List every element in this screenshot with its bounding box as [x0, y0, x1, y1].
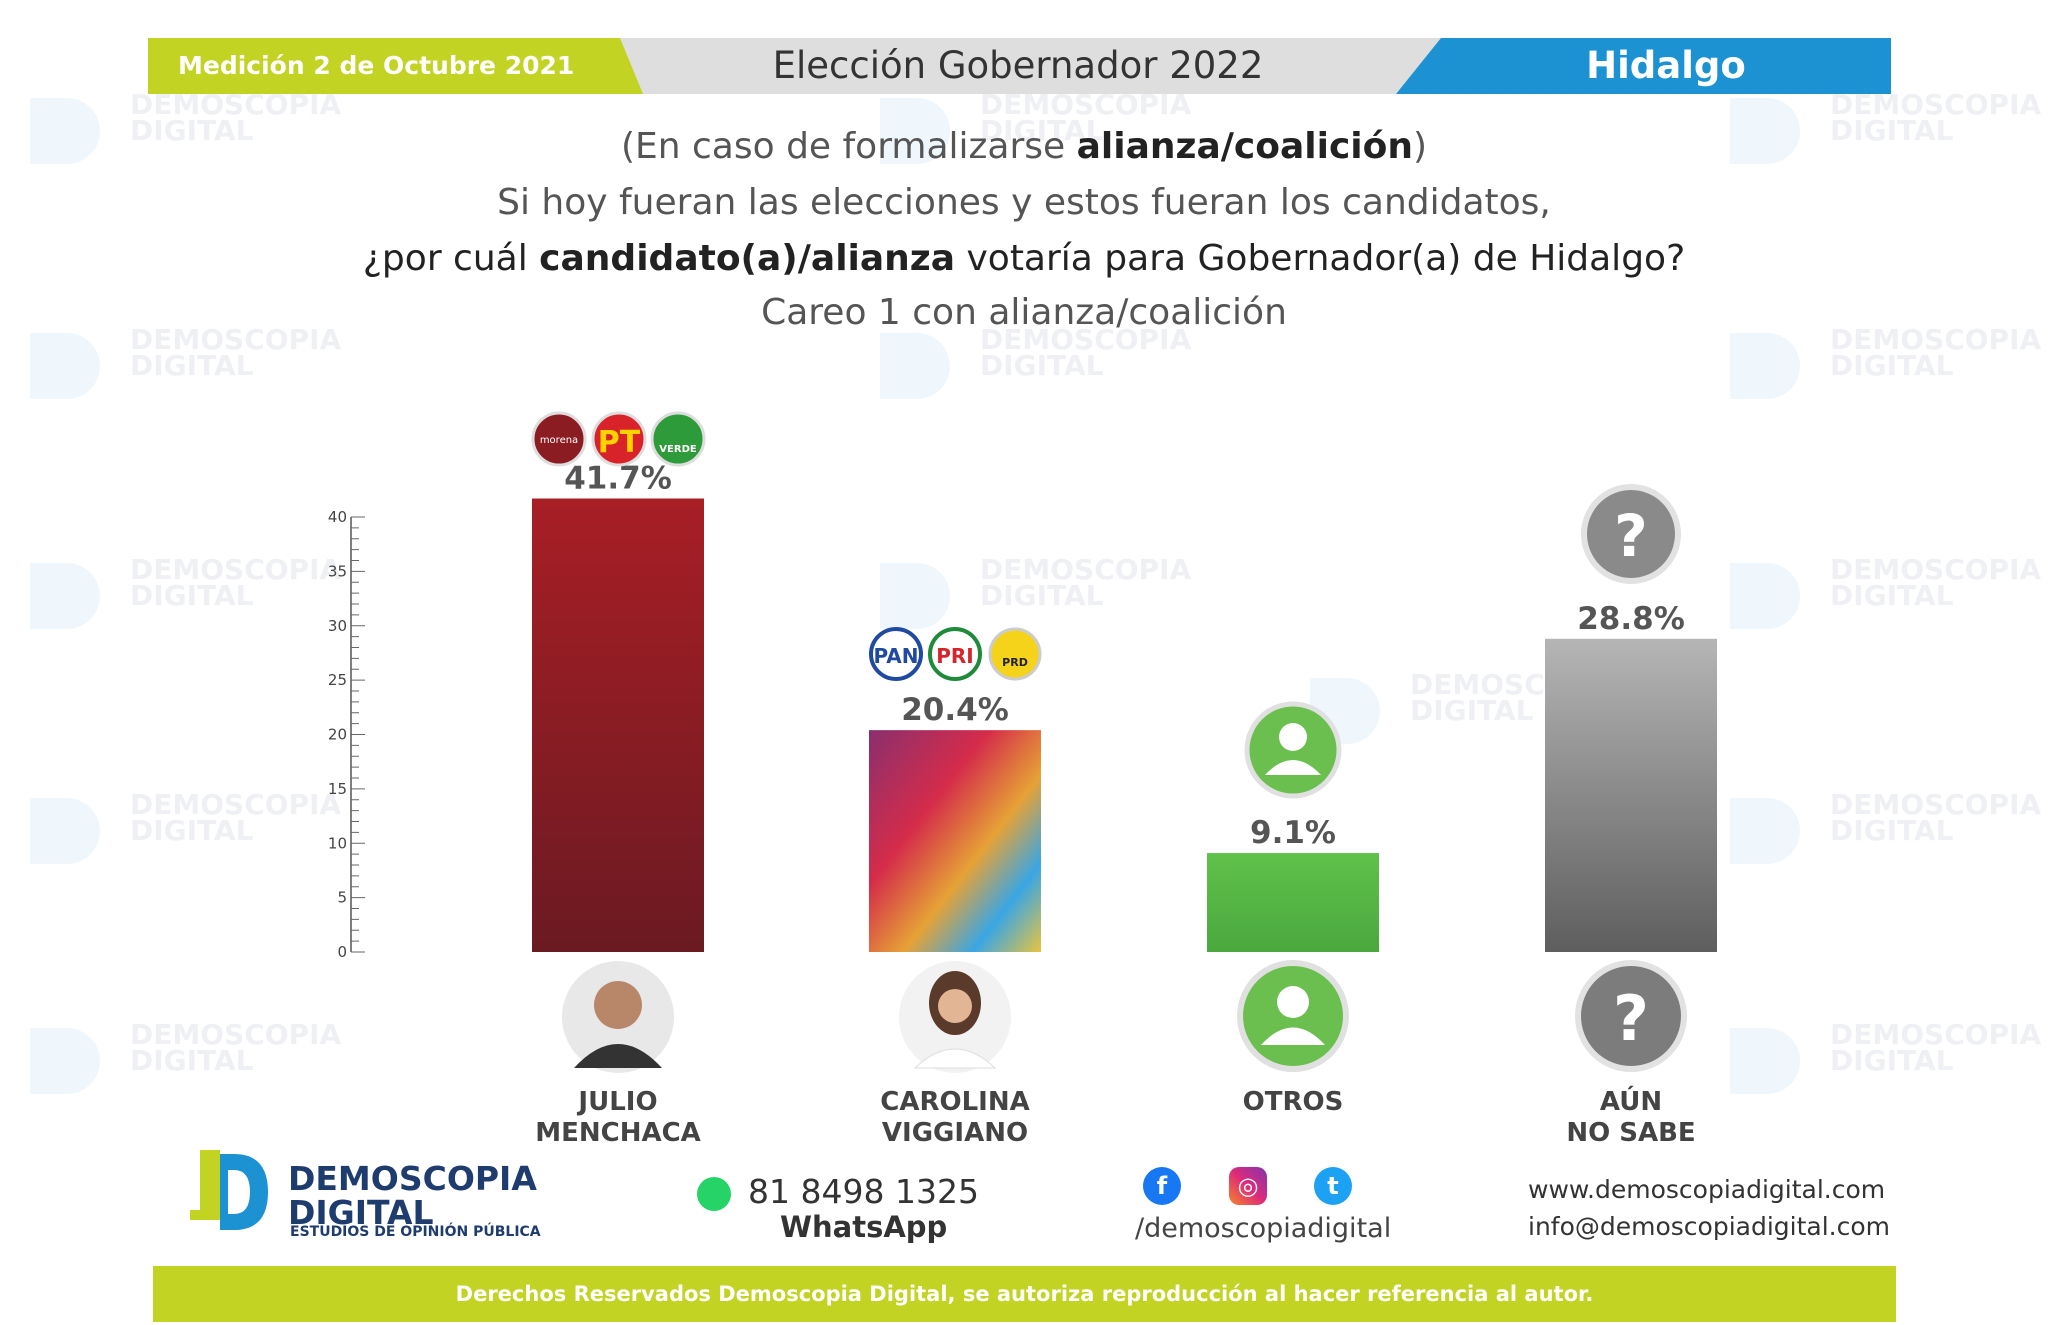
data-label-3: 28.8% — [1577, 601, 1685, 637]
question-line-2: Si hoy fueran las elecciones y estos fue… — [497, 182, 1551, 223]
y-tick-label: 35 — [328, 562, 347, 580]
website-link[interactable]: www.demoscopiadigital.com — [1528, 1175, 1886, 1204]
svg-text:?: ? — [1613, 982, 1649, 1055]
y-tick-label: 25 — [328, 671, 347, 689]
social-handle[interactable]: /demoscopiadigital — [1135, 1213, 1392, 1244]
svg-text:?: ? — [1614, 502, 1648, 570]
question-line-3: ¿por cuál candidato(a)/alianza votaría p… — [362, 238, 1686, 279]
header-date-band — [148, 38, 643, 94]
header-banner: Medición 2 de Octubre 2021 Elección Gobe… — [148, 38, 1891, 94]
morena-logo-icon — [531, 411, 587, 467]
page-title: Elección Gobernador 2022 — [772, 44, 1264, 87]
y-tick-label: 15 — [328, 780, 347, 798]
brand-logo-icon — [190, 1150, 268, 1230]
bar-3 — [1545, 638, 1717, 952]
region-label: Hidalgo — [1586, 44, 1746, 87]
category-name-otros: OTROS — [1242, 1087, 1344, 1117]
pan-logo-icon — [869, 627, 923, 681]
prd-logo-text: PRD — [1002, 656, 1028, 669]
prd-logo-icon — [988, 627, 1042, 681]
candidate-photo-viggiano — [899, 961, 1011, 1073]
question-mark-icon-top: ? — [1581, 484, 1681, 584]
y-tick-label: 5 — [337, 889, 347, 907]
facebook-icon[interactable]: f — [1143, 1167, 1181, 1205]
morena-logo-text: morena — [540, 435, 578, 446]
data-label-0: 41.7% — [564, 461, 672, 497]
verde-logo-icon — [650, 411, 706, 467]
watermark-logo: DEMOSCOPIA DIGITAL — [20, 790, 360, 870]
bar-0 — [532, 498, 704, 952]
question-mark-icon-bottom: ? — [1575, 960, 1687, 1072]
watermark-logo: DEMOSCOPIA DIGITAL — [870, 555, 1210, 635]
watermark-logo: DEMOSCOPIA DIGITAL — [870, 90, 1210, 170]
measurement-date: Medición 2 de Octubre 2021 — [178, 51, 575, 80]
y-tick-label: 40 — [328, 508, 347, 526]
phone-number[interactable]: 81 8498 1325 — [748, 1172, 979, 1211]
watermark-logo: DEMOSCOPIA DIGITAL — [20, 90, 360, 170]
data-label-1: 20.4% — [901, 692, 1009, 728]
instagram-icon[interactable]: ◎ — [1229, 1167, 1267, 1205]
bar-1 — [869, 730, 1041, 952]
candidate-name-menchaca: JULIO MENCHACA — [535, 1087, 701, 1148]
header-region-band — [1396, 38, 1891, 94]
email-link[interactable]: info@demoscopiadigital.com — [1528, 1212, 1891, 1241]
candidate-name-viggiano: CAROLINA VIGGIANO — [880, 1087, 1030, 1148]
party-logos-coalition-1: morena PT VERDE — [531, 411, 706, 467]
rights-text: Derechos Reservados Demoscopia Digital, … — [455, 1282, 1594, 1306]
y-tick-label: 20 — [328, 726, 347, 744]
y-tick-label: 10 — [328, 834, 347, 852]
data-labels: 41.7% 20.4% 9.1% 28.8% — [564, 461, 1685, 852]
verde-logo-text: VERDE — [659, 444, 697, 455]
watermark-logo: DEMOSCOPIA DIGITAL — [20, 555, 360, 635]
watermark-logo: DEMOSCOPIA DIGITAL — [870, 325, 1210, 405]
category-name-no-sabe: AÚN NO SABE — [1566, 1087, 1696, 1148]
whatsapp-icon — [697, 1177, 731, 1211]
brand-tagline: ESTUDIOS DE OPINIÓN PÚBLICA — [290, 1224, 541, 1240]
pri-logo-icon — [928, 627, 982, 681]
y-tick-label: 0 — [337, 943, 347, 961]
bar-2 — [1207, 853, 1379, 952]
watermark-logo: DEMOSCOPIA DIGITAL — [1720, 555, 2048, 635]
y-axis: 0 5 10 15 20 25 30 35 40 — [328, 508, 365, 961]
pan-logo-text: PAN — [873, 644, 918, 668]
brand-name-line-2: DIGITAL — [288, 1193, 434, 1232]
rights-banner: Derechos Reservados Demoscopia Digital, … — [153, 1266, 1896, 1322]
party-logos-coalition-2: PAN PRI PRD — [869, 627, 1042, 681]
whatsapp-label: WhatsApp — [780, 1210, 948, 1244]
candidate-photo-menchaca — [562, 961, 674, 1073]
watermark-logo: DEMOSCOPIA DIGITAL — [20, 1020, 360, 1100]
question-line-1: (En caso de formalizarse alianza/coalici… — [620, 126, 1428, 167]
pt-logo-icon — [591, 411, 647, 467]
pt-logo-text: PT — [598, 425, 641, 460]
twitter-icon[interactable]: t — [1314, 1167, 1352, 1205]
pri-logo-text: PRI — [936, 644, 974, 668]
bars — [532, 498, 1717, 952]
watermark-logo: DEMOSCOPIA DIGITAL — [1720, 325, 2048, 405]
watermark-logo: DEMOSCOPIA DIGITAL — [20, 325, 360, 405]
watermark-logo: DEMOSCOPIA DIGITAL — [1720, 790, 2048, 870]
user-icon-top — [1244, 701, 1342, 799]
brand-name-line-1: DEMOSCOPIA — [288, 1159, 537, 1198]
watermark-logo: DEMOSCOPIA DIGITAL — [1720, 1020, 2048, 1100]
question-subtitle: Careo 1 con alianza/coalición — [761, 292, 1287, 333]
y-tick-label: 30 — [328, 617, 347, 635]
watermark-logo: DEMOSCOPIA DIGITAL — [1720, 90, 2048, 170]
data-label-2: 9.1% — [1250, 815, 1336, 851]
user-icon-bottom — [1237, 960, 1349, 1072]
